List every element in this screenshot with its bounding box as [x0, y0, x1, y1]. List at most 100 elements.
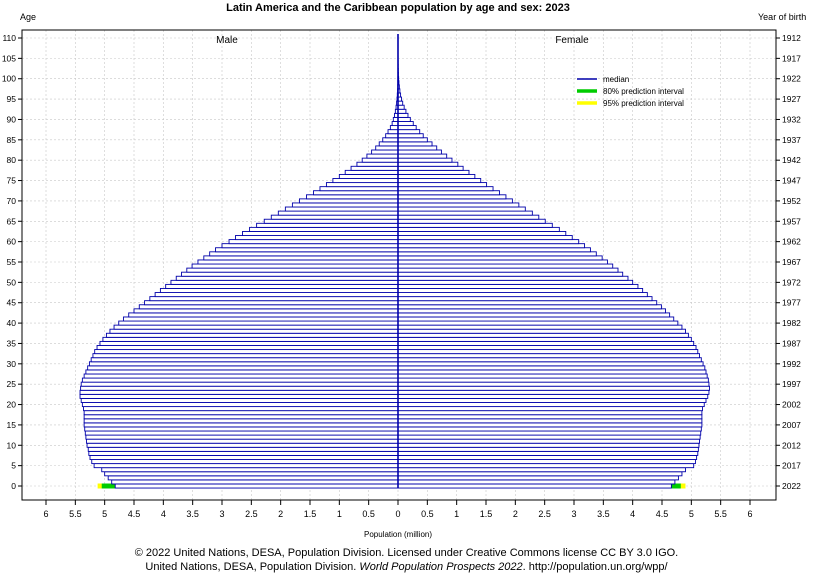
- male-bar: [165, 283, 399, 289]
- year-tick-label: 1927: [782, 94, 801, 104]
- male-bar: [91, 459, 399, 465]
- female-bar: [397, 133, 424, 139]
- male-bar: [104, 471, 399, 477]
- female-bar: [397, 112, 409, 118]
- x-tick-label: 5.5: [714, 509, 727, 519]
- male-bar: [356, 161, 399, 167]
- female-bar: [397, 251, 597, 257]
- male-bar: [109, 328, 399, 334]
- x-tick-label: 2: [513, 509, 518, 519]
- female-bar: [397, 108, 407, 114]
- female-bar: [397, 361, 704, 367]
- male-bar: [298, 198, 399, 204]
- female-bar: [397, 438, 700, 444]
- year-tick-label: 1947: [782, 176, 801, 186]
- male-80-interval: [101, 483, 126, 489]
- female-bar: [397, 393, 709, 399]
- male-bar: [83, 406, 399, 412]
- legend-label: 95% prediction interval: [603, 99, 684, 108]
- female-bar: [397, 182, 488, 188]
- male-bar: [118, 320, 399, 326]
- female-bar: [397, 467, 686, 473]
- female-bar: [397, 316, 675, 322]
- female-bar: [397, 410, 703, 416]
- male-bar: [203, 255, 399, 261]
- male-bar: [221, 243, 399, 249]
- male-bar: [107, 475, 399, 481]
- male-bar: [338, 173, 399, 179]
- x-tick-label: 1.5: [480, 509, 493, 519]
- x-tick-label: 2.5: [245, 509, 258, 519]
- female-bar: [397, 397, 707, 403]
- male-bar: [191, 263, 399, 269]
- male-bar: [138, 304, 399, 310]
- male-bar: [263, 218, 399, 224]
- male-bar: [350, 165, 399, 171]
- female-bar: [397, 169, 470, 175]
- age-tick-label: 75: [7, 176, 17, 186]
- male-bar: [209, 251, 399, 257]
- female-bar: [397, 406, 703, 412]
- x-tick-label: 2: [278, 509, 283, 519]
- female-bar: [397, 308, 666, 314]
- male-bar: [92, 353, 399, 359]
- x-tick-label: 5: [102, 509, 107, 519]
- male-bar: [128, 312, 399, 318]
- age-tick-label: 15: [7, 420, 17, 430]
- female-bar: [397, 434, 701, 440]
- male-bar: [81, 377, 399, 383]
- male-bar: [149, 296, 399, 302]
- age-tick-label: 65: [7, 216, 17, 226]
- age-tick-label: 100: [2, 74, 16, 84]
- male-bar: [159, 288, 399, 293]
- female-bar: [397, 283, 639, 289]
- female-bar: [397, 288, 644, 293]
- female-bar: [397, 479, 676, 485]
- year-tick-label: 1962: [782, 237, 801, 247]
- female-bar: [397, 149, 442, 155]
- chart-title: Latin America and the Caribbean populati…: [226, 2, 570, 14]
- female-bar: [397, 121, 414, 127]
- male-bar: [170, 279, 399, 285]
- year-tick-label: 1912: [782, 33, 801, 43]
- female-bar: [397, 275, 629, 281]
- age-tick-label: 40: [7, 318, 17, 328]
- footer-license-text: © 2022 United Nations, DESA, Population …: [134, 547, 679, 559]
- year-of-birth-axis-label: Year of birth: [758, 12, 806, 22]
- male-bar: [291, 202, 399, 208]
- female-bar: [397, 320, 679, 326]
- male-bar: [114, 483, 399, 489]
- male-bar: [80, 381, 399, 387]
- female-bar: [397, 153, 448, 159]
- female-bar: [397, 214, 540, 220]
- male-bar: [319, 186, 399, 192]
- male-bar: [385, 133, 399, 139]
- male-bar: [242, 231, 399, 236]
- female-bar: [397, 373, 708, 379]
- female-bar: [397, 271, 624, 277]
- male-bar: [79, 389, 399, 395]
- female-bar: [397, 459, 696, 465]
- female-bar: [397, 414, 703, 420]
- year-tick-label: 1997: [782, 379, 801, 389]
- age-tick-label: 105: [2, 53, 16, 63]
- age-tick-label: 0: [11, 481, 16, 491]
- male-bar: [88, 450, 399, 456]
- female-bar: [397, 402, 705, 408]
- male-bar: [86, 438, 399, 444]
- x-tick-label: 6: [747, 509, 752, 519]
- female-bar: [397, 267, 619, 273]
- female-bar: [397, 173, 476, 179]
- male-bar: [111, 479, 399, 485]
- female-bar: [397, 157, 453, 163]
- female-bar: [397, 340, 695, 346]
- year-tick-label: 1952: [782, 196, 801, 206]
- year-tick-label: 2017: [782, 461, 801, 471]
- female-bar: [397, 332, 689, 338]
- female-bar: [397, 255, 603, 261]
- male-bar: [101, 467, 399, 473]
- male-bar: [270, 214, 399, 220]
- year-tick-label: 1937: [782, 135, 801, 145]
- age-tick-label: 85: [7, 135, 17, 145]
- year-tick-label: 2012: [782, 440, 801, 450]
